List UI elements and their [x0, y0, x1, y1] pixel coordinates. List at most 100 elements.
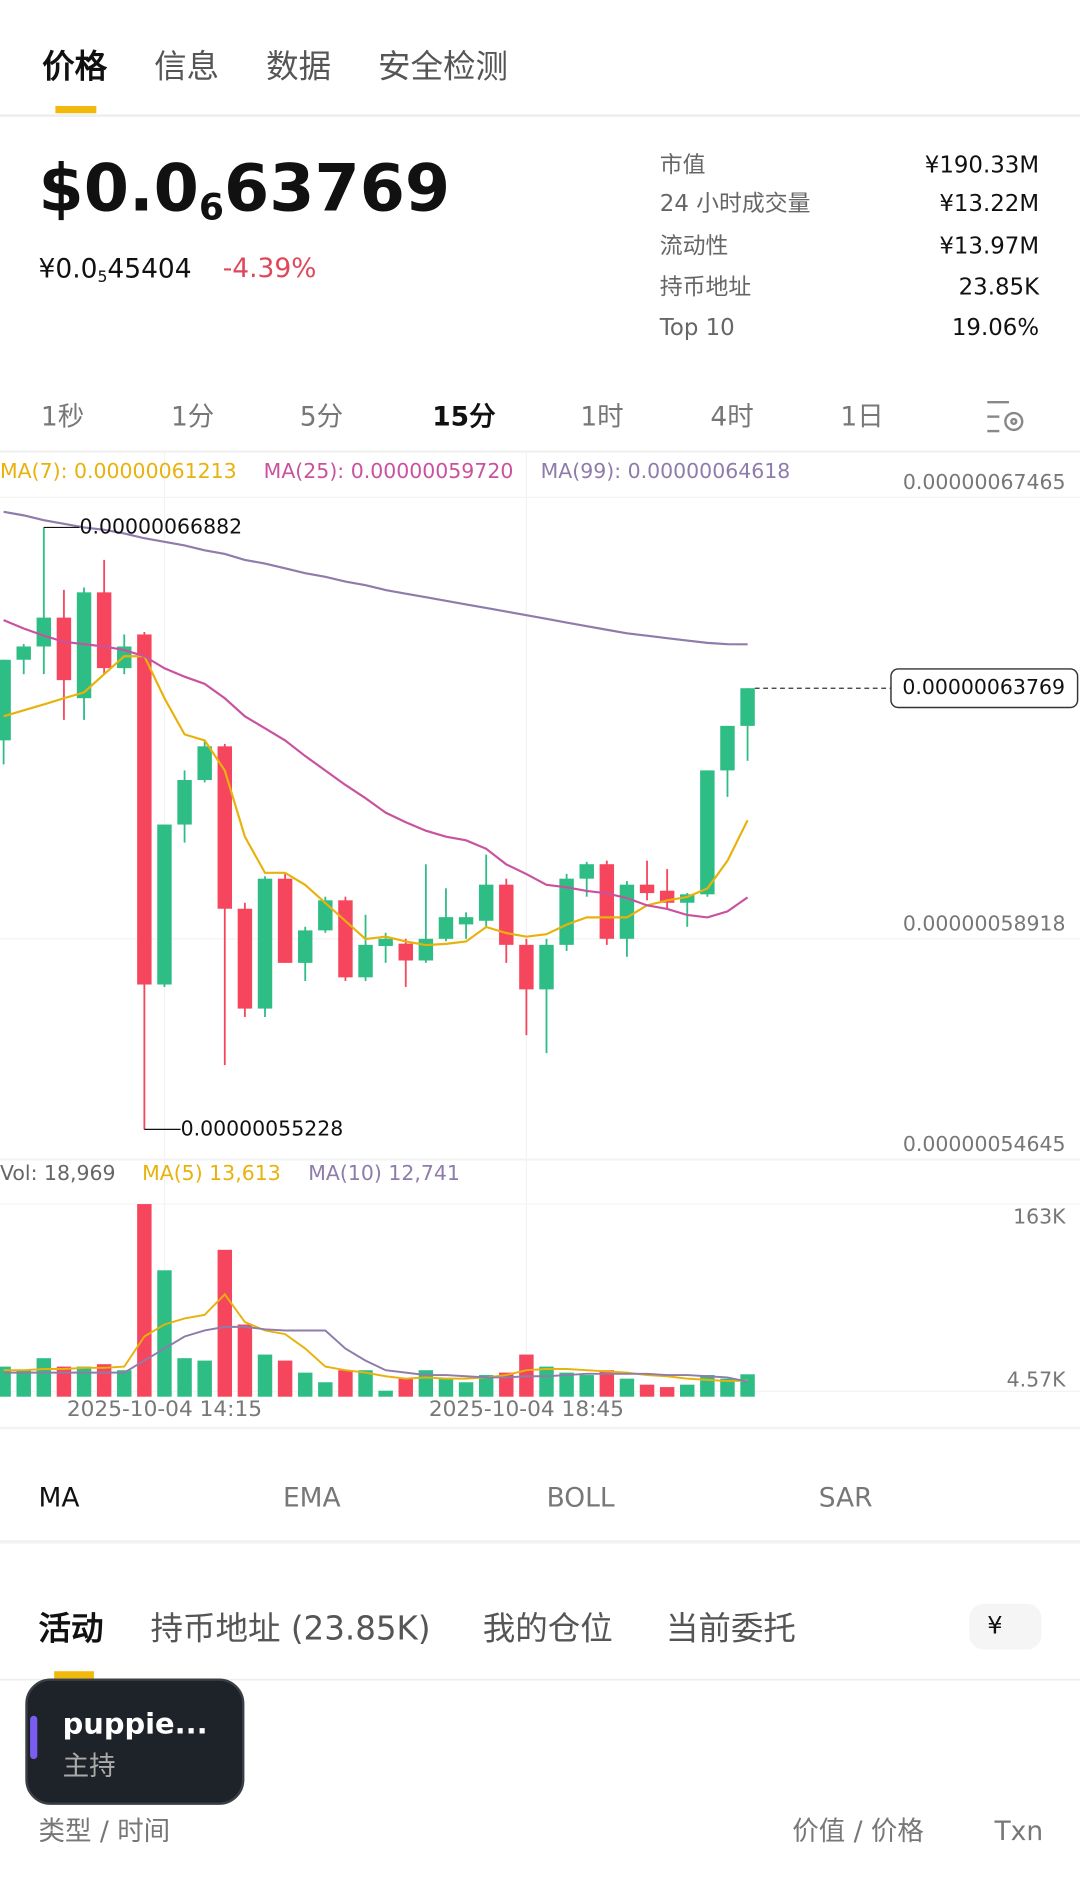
volume-bar — [257, 1354, 273, 1397]
stat-value: ¥13.97M — [939, 233, 1039, 259]
column-header: 价值 / 价格 — [792, 1816, 924, 1847]
interval[interactable]: 4时 — [710, 401, 753, 432]
price-cny: ¥0.0545404 — [39, 253, 192, 285]
tab[interactable]: 信息 — [154, 48, 219, 86]
volume-bar — [740, 1374, 755, 1397]
volume-bar — [378, 1390, 393, 1397]
host-accent — [30, 1715, 38, 1760]
bottom-tab[interactable]: 我的仓位 — [483, 1609, 613, 1647]
cny-lead: ¥0.0 — [39, 253, 98, 284]
ma-line — [3, 619, 749, 919]
volume-bar — [398, 1378, 413, 1397]
volume-bar — [237, 1324, 253, 1397]
candle-body — [217, 746, 233, 909]
column-header: Txn — [994, 1816, 1044, 1847]
volume-bar — [56, 1366, 72, 1397]
y-tick-label: 0.00000058918 — [903, 911, 1066, 935]
price-zeros: 6 — [199, 186, 224, 229]
candle-body — [519, 944, 534, 990]
tab[interactable]: 价格 — [42, 48, 108, 86]
y-tick-label: 0.00000067465 — [903, 470, 1066, 494]
bottom-tab[interactable]: 活动 — [39, 1609, 104, 1647]
volume-ma-legend: MA(10) 12,741 — [308, 1161, 460, 1185]
stat-label: 持币地址 — [660, 274, 751, 300]
volume-bar — [639, 1384, 655, 1397]
interval[interactable]: 1分 — [171, 401, 214, 432]
volume-bar — [559, 1372, 574, 1397]
stat-label: 流动性 — [660, 233, 729, 259]
volume-bar — [0, 1366, 11, 1397]
indicator[interactable]: EMA — [283, 1483, 341, 1514]
volume-bar — [177, 1358, 192, 1397]
host-card[interactable] — [25, 1678, 245, 1805]
host-role: 主持 — [63, 1751, 116, 1782]
interval[interactable]: 1时 — [580, 401, 623, 432]
divider — [0, 1539, 1080, 1544]
interval[interactable]: 1秒 — [41, 401, 84, 432]
candle-body — [599, 864, 615, 939]
bottom-tab[interactable]: 持币地址 (23.85K) — [151, 1609, 431, 1647]
candle-body — [539, 944, 554, 990]
volume-bar — [700, 1375, 715, 1397]
indicator[interactable]: MA — [39, 1483, 80, 1514]
volume-bar — [297, 1372, 313, 1397]
candle-body — [297, 930, 313, 963]
indicator[interactable]: BOLL — [547, 1483, 615, 1514]
price-lead: $0.0 — [39, 152, 199, 227]
settings-icon[interactable] — [987, 400, 1024, 433]
low-label: 0.00000055228 — [181, 1116, 344, 1140]
tab[interactable]: 安全检测 — [378, 48, 508, 86]
volume-bar — [478, 1375, 494, 1397]
volume-bar — [499, 1372, 514, 1397]
ma-legend: MA(7): 0.00000061213 — [0, 459, 237, 483]
stat-value: 23.85K — [959, 274, 1040, 300]
candle-body — [36, 617, 52, 647]
ma-line — [3, 655, 749, 947]
volume-bar — [599, 1370, 615, 1397]
volume-bar — [720, 1378, 735, 1397]
tab[interactable]: 数据 — [266, 48, 331, 86]
candle-body — [277, 878, 293, 963]
bottom-tab[interactable]: 当前委托 — [666, 1609, 796, 1647]
candle-body — [16, 646, 31, 660]
candle-body — [197, 746, 212, 781]
currency[interactable]: ¥ — [987, 1612, 1002, 1640]
volume-bar — [117, 1370, 132, 1397]
candle-body — [579, 864, 594, 879]
tab-underline — [54, 1671, 94, 1679]
candle-body — [237, 908, 253, 1009]
indicator[interactable]: SAR — [819, 1483, 873, 1514]
interval[interactable]: 5分 — [300, 401, 343, 432]
volume-bar — [217, 1249, 233, 1397]
candle-body — [137, 634, 152, 985]
candle-body — [0, 659, 11, 741]
stat-value: 19.06% — [952, 315, 1039, 341]
x-tick-label: 2025-10-04 14:15 — [67, 1397, 262, 1422]
ma-line — [3, 510, 748, 646]
volume-bar — [277, 1360, 293, 1397]
high-label: 0.00000066882 — [79, 514, 242, 538]
stat-label: 市值 — [660, 153, 706, 179]
candle-body — [378, 938, 393, 947]
price-usd: $0.0663769 — [39, 152, 451, 229]
volume-bar — [16, 1370, 31, 1397]
candle-body — [499, 884, 514, 945]
candle-body — [478, 884, 494, 921]
interval[interactable]: 1日 — [840, 401, 883, 432]
candle-body — [157, 824, 172, 985]
candle-body — [720, 725, 735, 771]
candle-body — [177, 780, 192, 825]
tab-underline — [55, 106, 97, 114]
cny-zeros: 5 — [97, 266, 107, 285]
last-price-box — [890, 668, 1079, 709]
currency-pill[interactable] — [969, 1603, 1042, 1650]
volume-bar — [619, 1378, 635, 1397]
interval[interactable]: 15分 — [432, 401, 496, 432]
stat-label: Top 10 — [659, 315, 735, 341]
volume-bar — [36, 1358, 52, 1397]
candle-body — [56, 617, 72, 681]
volume-bar — [680, 1384, 695, 1397]
volume-ma-line — [3, 1292, 748, 1383]
candle-body — [398, 943, 413, 961]
